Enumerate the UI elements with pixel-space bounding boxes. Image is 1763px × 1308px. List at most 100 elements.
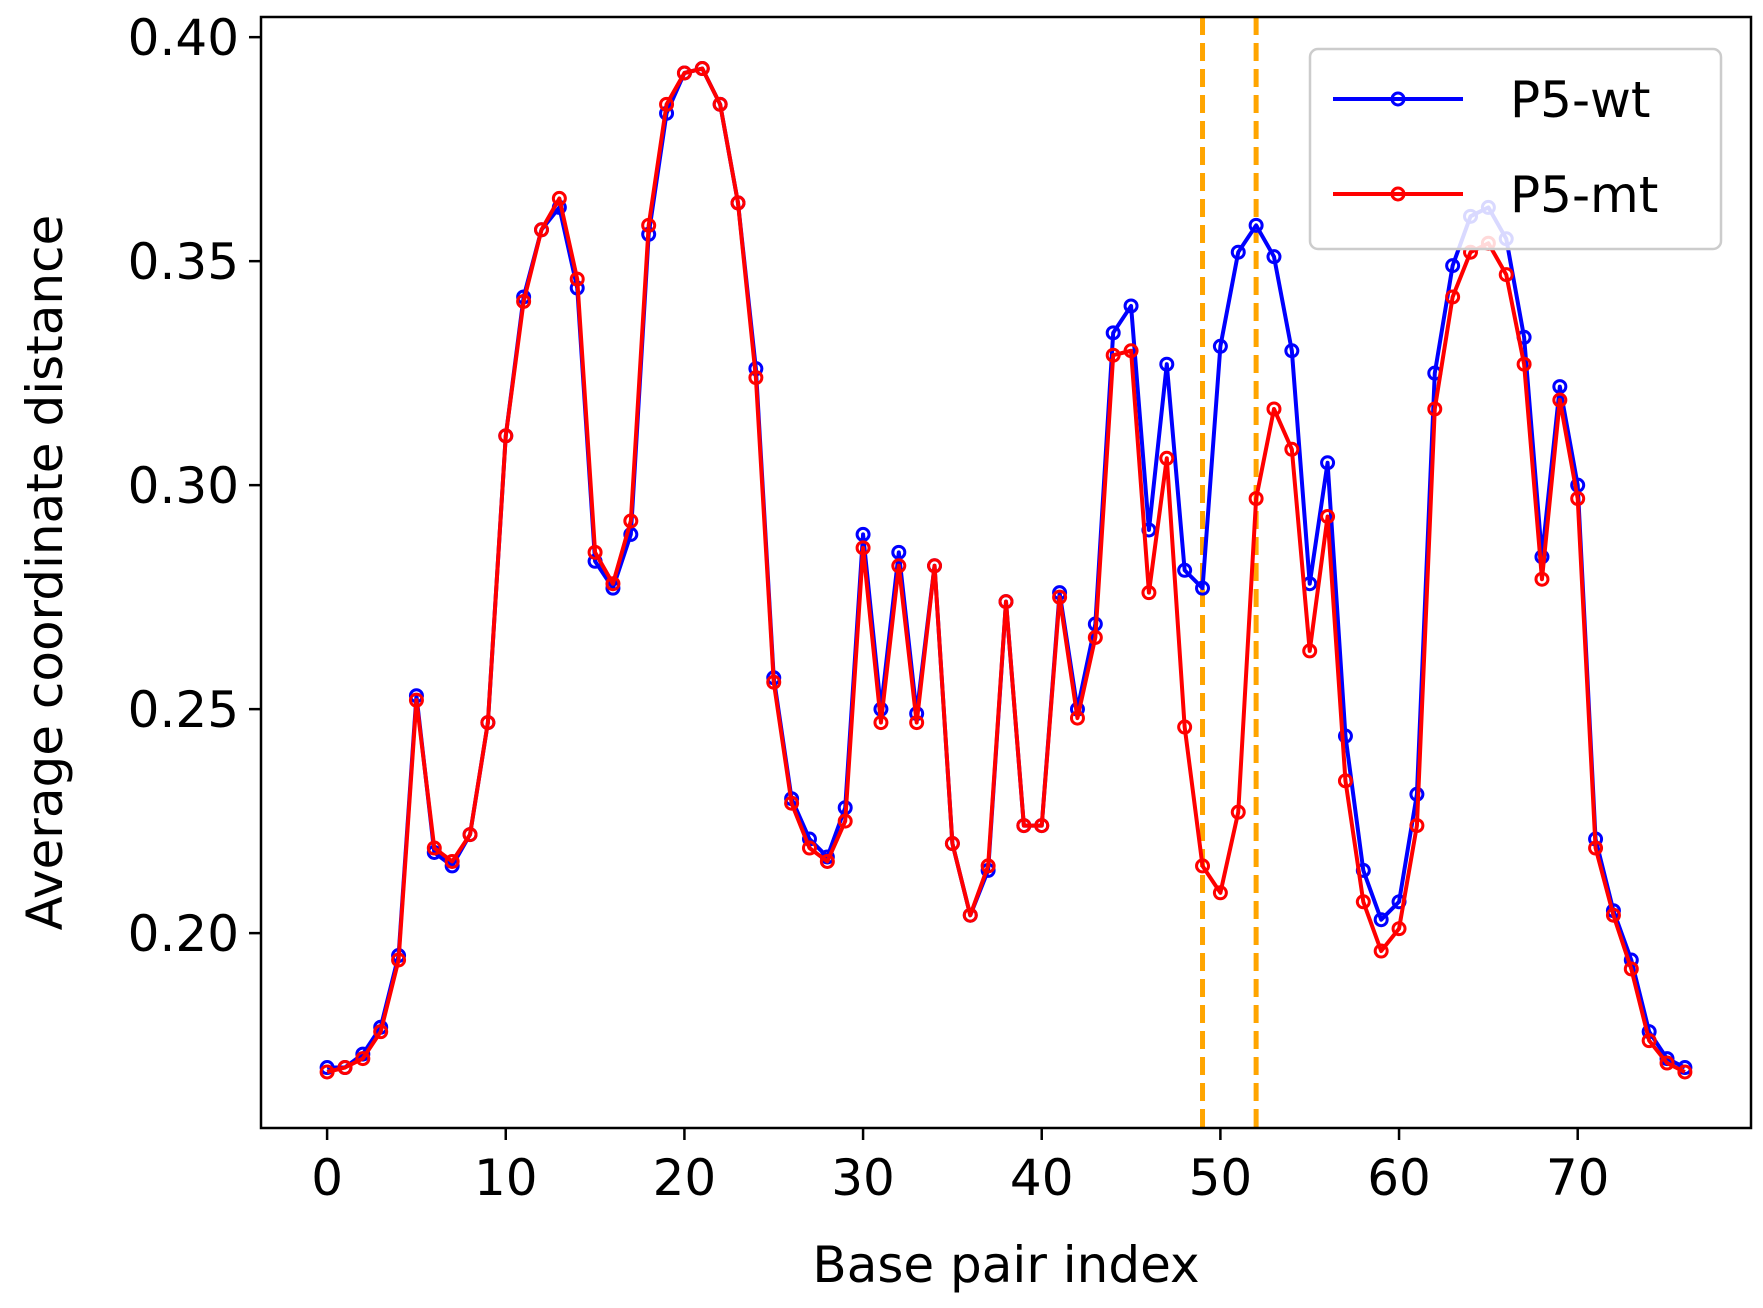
data-point [855,540,871,556]
data-point [605,576,621,592]
data-point [1284,441,1300,457]
data-point [1445,258,1461,274]
data-point [1016,818,1032,834]
data-point [1605,907,1621,923]
data-point [1266,249,1282,265]
data-point [373,1024,389,1040]
x-tick-label: 70 [1546,1149,1610,1207]
data-point [962,907,978,923]
data-point [819,853,835,869]
data-point [784,795,800,811]
x-axis-label: Base pair index [812,1236,1199,1294]
data-point [569,271,585,287]
x-tick-label: 20 [653,1149,717,1207]
data-point [408,692,424,708]
legend-marker-P5-mt [1390,186,1406,202]
data-point [1623,961,1639,977]
x-tick-label: 30 [831,1149,895,1207]
data-point [801,840,817,856]
data-point [480,715,496,731]
data-point [980,858,996,874]
data-point [1659,1055,1675,1071]
y-tick-label: 0.30 [128,457,239,515]
data-point [1230,244,1246,260]
x-axis-ticks: 0 10 20 30 40 50 60 70 [311,1128,1610,1207]
legend-label-P5-wt: P5-wt [1510,71,1651,129]
data-point [1052,589,1068,605]
data-point [1177,562,1193,578]
data-point [319,1064,335,1080]
data-point [766,674,782,690]
y-axis-label: Average coordinate distance [16,215,74,931]
data-point [1498,267,1514,283]
data-point [1337,728,1353,744]
data-point [391,952,407,968]
series-line-P5-mt [326,66,1686,1074]
data-point [944,836,960,852]
data-point [1248,217,1264,233]
y-tick-label: 0.40 [128,9,239,67]
data-point [1552,392,1568,408]
data-point [909,715,925,731]
x-tick-label: 50 [1189,1149,1253,1207]
data-point [1337,773,1353,789]
data-point [1105,347,1121,363]
data-point [1159,450,1175,466]
data-point [659,96,675,112]
data-point [551,190,567,206]
data-point [1320,509,1336,525]
data-point [1034,818,1050,834]
data-point [1105,325,1121,341]
data-point [694,61,710,77]
legend-marker-P5-wt [1390,91,1406,107]
data-point [516,293,532,309]
y-axis-ticks: 0.20 0.25 0.30 0.35 0.40 [128,9,261,963]
data-point [1427,401,1443,417]
data-point [1069,710,1085,726]
data-point [355,1051,371,1067]
data-point [1320,455,1336,471]
data-point [623,513,639,529]
y-tick-label: 0.20 [128,905,239,963]
data-point [1373,912,1389,928]
x-tick-label: 60 [1367,1149,1431,1207]
data-point [1588,840,1604,856]
x-tick-label: 10 [474,1149,538,1207]
data-point [748,370,764,386]
data-point [1212,885,1228,901]
data-point [1409,818,1425,834]
data-point [1302,643,1318,659]
data-point [1373,943,1389,959]
data-point [1641,1033,1657,1049]
data-point [998,594,1014,610]
data-point [1266,401,1282,417]
data-point [1445,289,1461,305]
data-point [1159,356,1175,372]
data-point [444,853,460,869]
data-point [641,217,657,233]
data-point [873,715,889,731]
data-point [1177,719,1193,735]
data-point [1284,343,1300,359]
plot-area [319,17,1693,1128]
data-point [1230,804,1246,820]
data-point [1195,580,1211,596]
data-point [1677,1064,1693,1080]
y-tick-label: 0.25 [128,681,239,739]
data-point [587,544,603,560]
data-point [676,65,692,81]
data-point [891,558,907,574]
data-point [462,827,478,843]
data-point [337,1060,353,1076]
data-point [1087,629,1103,645]
x-tick-label: 0 [311,1149,343,1207]
data-point [1248,491,1264,507]
series-P5-mt [319,61,1693,1080]
data-point [712,96,728,112]
y-tick-label: 0.35 [128,233,239,291]
data-point [533,222,549,238]
data-point [1212,338,1228,354]
legend: P5-wt P5-mt [1308,47,1723,251]
data-point [1195,858,1211,874]
